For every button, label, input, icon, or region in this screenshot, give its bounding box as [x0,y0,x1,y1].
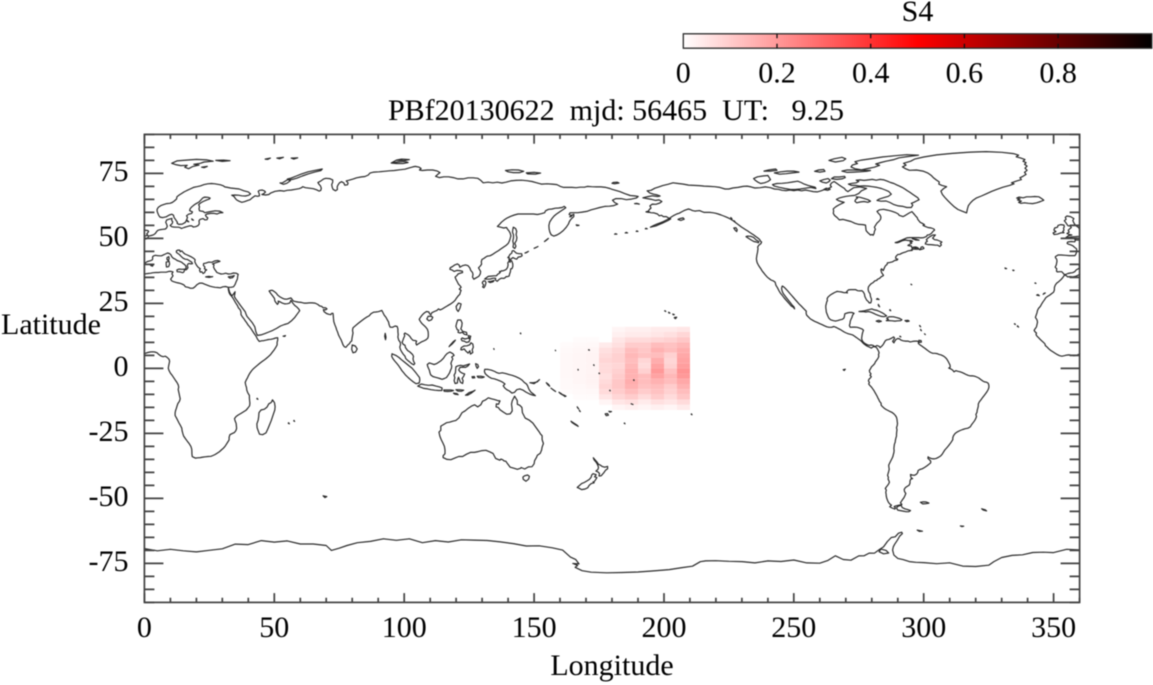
svg-text:0.4: 0.4 [852,57,890,90]
svg-text:300: 300 [901,611,946,644]
svg-text:200: 200 [642,611,687,644]
svg-text:PBf20130622 mjd: 56465 UT:: PBf20130622 mjd: 56465 UT: 9.25 [388,94,844,127]
svg-text:0.6: 0.6 [946,57,984,90]
svg-text:S4: S4 [902,0,934,28]
svg-text:100: 100 [382,611,427,644]
svg-text:Longitude: Longitude [550,649,673,682]
svg-text:250: 250 [771,611,816,644]
svg-text:-50: -50 [89,480,129,513]
svg-text:75: 75 [99,155,129,188]
svg-text:Latitude: Latitude [1,308,101,341]
svg-text:50: 50 [99,220,129,253]
svg-text:350: 350 [1031,611,1076,644]
svg-text:-25: -25 [89,415,129,448]
svg-text:50: 50 [259,611,289,644]
svg-text:0: 0 [676,57,691,90]
svg-text:150: 150 [512,611,557,644]
svg-text:0: 0 [114,350,129,383]
svg-text:0.2: 0.2 [758,57,796,90]
svg-text:0.8: 0.8 [1039,57,1077,90]
svg-text:0: 0 [137,611,152,644]
svg-text:25: 25 [99,285,129,318]
svg-text:-75: -75 [89,545,129,578]
